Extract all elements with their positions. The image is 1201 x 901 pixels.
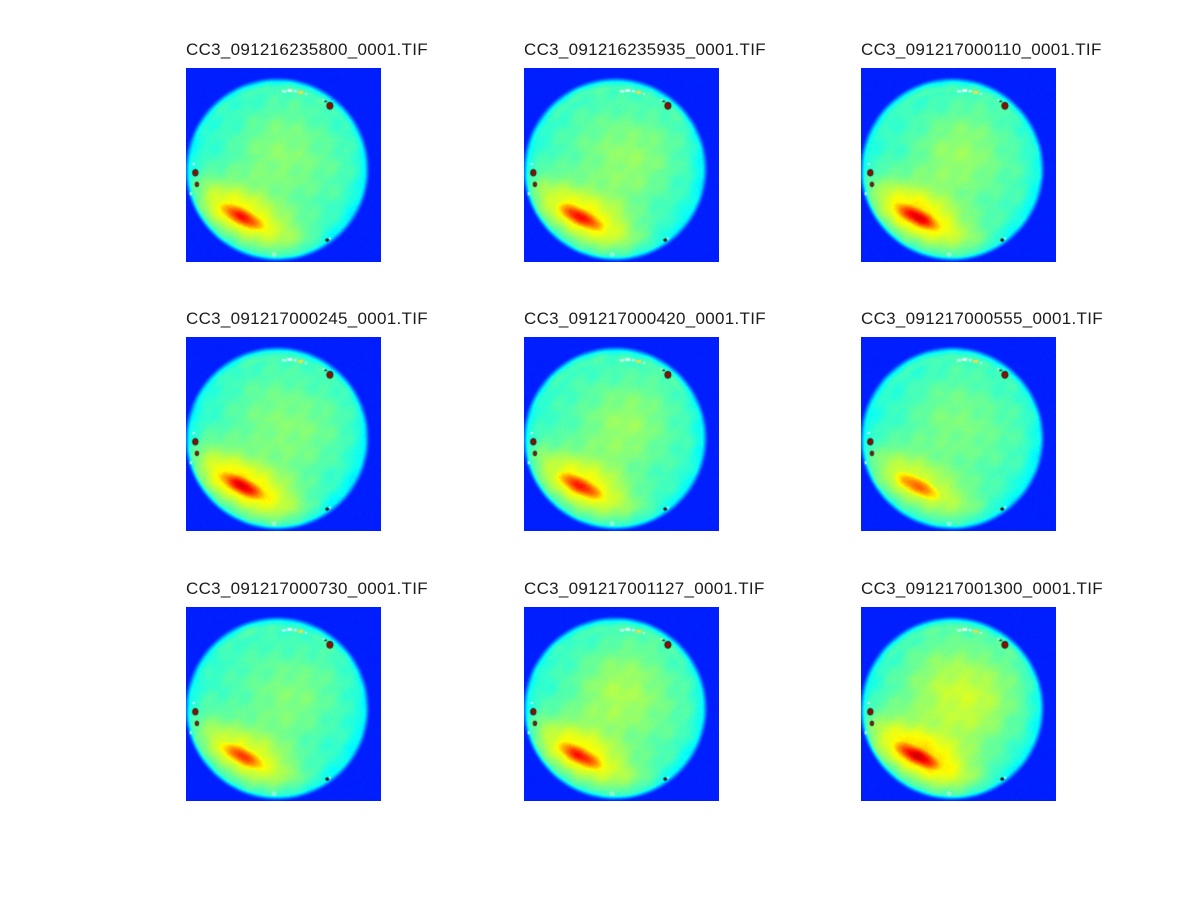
subplot-9: CC3_091217001300_0001.TIF [861,579,1103,801]
subplot-8: CC3_091217001127_0001.TIF [524,579,765,801]
allsky-heatmap-image [186,337,381,531]
allsky-heatmap-image [186,607,381,801]
subplot-title: CC3_091217000730_0001.TIF [186,579,428,598]
subplot-2: CC3_091216235935_0001.TIF [524,40,766,262]
subplot-3: CC3_091217000110_0001.TIF [861,40,1102,262]
subplot-6: CC3_091217000555_0001.TIF [861,309,1103,531]
subplot-title: CC3_091217001300_0001.TIF [861,579,1103,598]
subplot-5: CC3_091217000420_0001.TIF [524,309,766,531]
subplot-title: CC3_091217000245_0001.TIF [186,309,428,328]
subplot-title: CC3_091217001127_0001.TIF [524,579,765,598]
allsky-heatmap-image [524,68,719,262]
subplot-title: CC3_091216235800_0001.TIF [186,40,428,59]
allsky-heatmap-image [524,607,719,801]
subplot-title: CC3_091216235935_0001.TIF [524,40,766,59]
subplot-1: CC3_091216235800_0001.TIF [186,40,428,262]
subplot-title: CC3_091217000420_0001.TIF [524,309,766,328]
subplot-title: CC3_091217000555_0001.TIF [861,309,1103,328]
subplot-7: CC3_091217000730_0001.TIF [186,579,428,801]
subplot-4: CC3_091217000245_0001.TIF [186,309,428,531]
allsky-heatmap-image [861,607,1056,801]
allsky-heatmap-image [186,68,381,262]
subplot-title: CC3_091217000110_0001.TIF [861,40,1102,59]
allsky-heatmap-image [861,337,1056,531]
allsky-heatmap-image [861,68,1056,262]
allsky-heatmap-image [524,337,719,531]
